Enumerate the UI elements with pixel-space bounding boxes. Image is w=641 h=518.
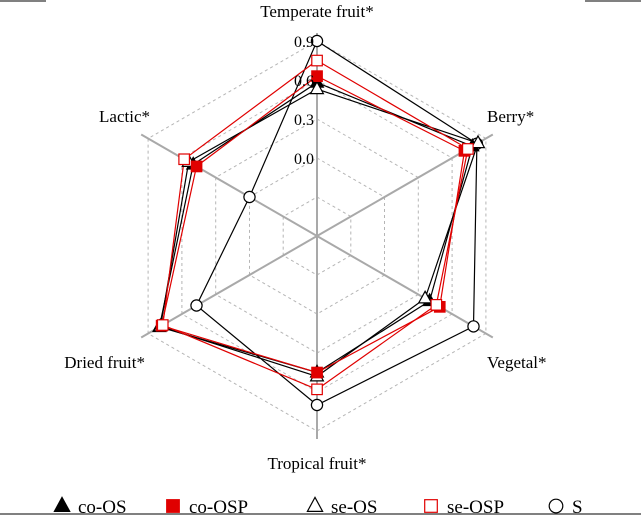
- point-se-os-1: [470, 134, 486, 149]
- point-co-osp-0: [311, 70, 323, 83]
- legend-marker-co-os: [53, 496, 71, 512]
- tick-label: 0.9: [294, 34, 314, 51]
- axis-label-dried-fruit: Dried fruit*: [64, 353, 145, 372]
- point-co-osp-5: [190, 160, 203, 173]
- legend: co-OS co-OSP se-OS se-OSP S: [53, 496, 583, 518]
- axis-label-tropical-fruit: Tropical fruit*: [267, 454, 366, 473]
- point-se-osp-0: [311, 54, 323, 67]
- legend-label-co-os: co-OS: [78, 497, 127, 518]
- legend-marker-se-osp: [424, 499, 438, 513]
- point-s-4: [190, 299, 203, 312]
- legend-marker-s: [548, 498, 564, 514]
- point-s-3: [310, 398, 324, 412]
- tick-label: 0.3: [294, 112, 314, 129]
- tick-label: 0.6: [294, 73, 314, 90]
- point-co-osp-3: [311, 366, 323, 379]
- axis-label-temperate-fruit: Temperate fruit*: [260, 2, 374, 21]
- legend-marker-co-osp: [166, 499, 180, 513]
- series-markers: [151, 34, 486, 412]
- spoke: [140, 133, 318, 237]
- series-lines: [158, 40, 479, 406]
- axis-label-lactic: Lactic*: [99, 107, 150, 126]
- series-line-se-os: [159, 88, 479, 378]
- legend-label-se-osp: se-OSP: [447, 497, 504, 518]
- legend-label-co-osp: co-OSP: [189, 497, 248, 518]
- tick-label: 0.0: [294, 151, 314, 168]
- point-s-2: [467, 320, 480, 333]
- legend-label-s: S: [572, 497, 583, 518]
- point-se-osp-1: [462, 143, 474, 155]
- legend-label-se-os: se-OS: [331, 497, 377, 518]
- spoke: [140, 235, 318, 339]
- point-se-osp-4: [156, 319, 169, 331]
- point-s-5: [243, 190, 256, 204]
- point-se-osp-3: [311, 383, 323, 396]
- point-se-os-2: [417, 290, 433, 304]
- point-s-0: [310, 34, 324, 48]
- point-se-osp-2: [430, 299, 443, 311]
- tick-labels: 0.0 0.3 0.6 0.9: [294, 34, 314, 168]
- axis-label-berry: Berry*: [487, 107, 534, 126]
- axis-label-vegetal: Vegetal*: [487, 353, 546, 372]
- spoke: [316, 235, 494, 339]
- legend-marker-se-os: [306, 496, 324, 512]
- point-se-os-0: [309, 80, 325, 95]
- point-se-osp-5: [178, 153, 190, 166]
